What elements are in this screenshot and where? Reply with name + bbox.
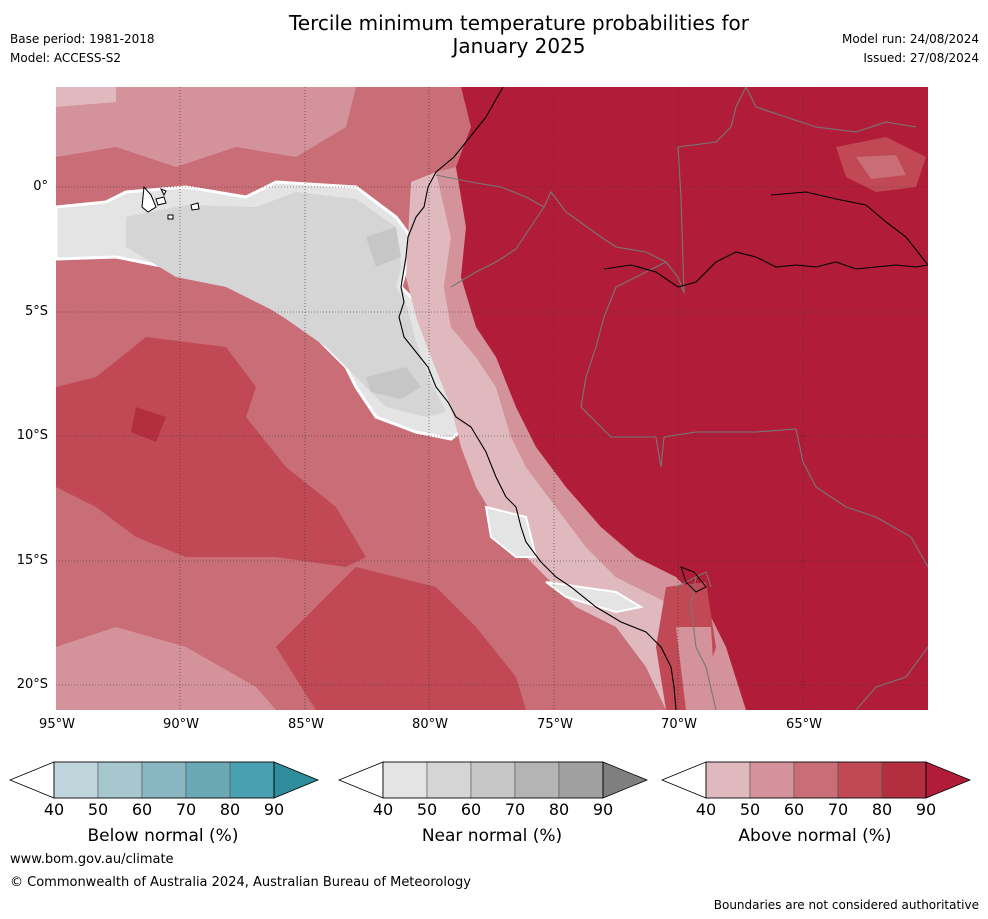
colorbar-tick-label: 40 [43, 800, 65, 819]
lon-tick-80w: 80°W [412, 717, 448, 732]
colorbar-tick-label: 60 [460, 800, 482, 819]
colorbar-arrow-high [273, 761, 320, 799]
southwest-ocean-edge [56, 337, 146, 387]
near-normal-spot-2 [366, 227, 401, 267]
southwest-ocean-band [56, 337, 366, 567]
land-lower-prob-core [856, 155, 906, 179]
colorbar-segment [749, 761, 795, 799]
graticule [56, 87, 928, 710]
copyright-text: © Commonwealth of Australia 2024, Austra… [10, 875, 471, 890]
colorbar-tick-label: 60 [783, 800, 805, 819]
lake-titicaca [680, 566, 707, 593]
country-borders [435, 87, 928, 710]
model-run-date: Model run: 24/08/2024 [841, 32, 979, 46]
near-normal-core [126, 192, 446, 417]
disclaimer-text: Boundaries are not considered authoritat… [713, 898, 979, 912]
website-link[interactable]: www.bom.gov.au/climate [10, 852, 174, 867]
base-period: Base period: 1981-2018 [10, 32, 155, 46]
coastline [398, 87, 677, 710]
colorbar-segment [97, 761, 143, 799]
colorbar-outline [705, 761, 927, 799]
colorbar-tick-label: 90 [263, 800, 285, 819]
galapagos-islands [141, 185, 200, 220]
colorbar-segment [426, 761, 472, 799]
probability-map [56, 87, 928, 710]
colorbar-tick-label: 50 [87, 800, 109, 819]
lon-tick-65w: 65°W [786, 717, 822, 732]
colorbar-tick-label: 90 [592, 800, 614, 819]
title-line-2: January 2025 [452, 34, 586, 58]
colorbar-segment [141, 761, 187, 799]
colorbar-outline [53, 761, 275, 799]
colorbar-segment [793, 761, 839, 799]
colorbar-below-label: Below normal (%) [87, 826, 239, 846]
lon-tick-70w: 70°W [661, 717, 697, 732]
land-above-normal [456, 87, 928, 710]
colorbar-segment [53, 761, 99, 799]
colorbar-tick-label: 40 [372, 800, 394, 819]
colorbar-above [660, 761, 972, 799]
lat-tick-5s: 5°S [24, 304, 48, 319]
colorbar-near [337, 761, 649, 799]
colorbar-segment [837, 761, 883, 799]
colorbar-segment [514, 761, 560, 799]
lat-tick-20s: 20°S [16, 677, 48, 692]
colorbar-tick-label: 50 [416, 800, 438, 819]
colorbar-segment [382, 761, 428, 799]
issued-date: Issued: 27/08/2024 [863, 51, 979, 65]
colorbar-tick-label: 90 [915, 800, 937, 819]
colorbar-segment [881, 761, 927, 799]
colorbar-tick-label: 70 [827, 800, 849, 819]
colorbars [8, 761, 972, 799]
lon-tick-95w: 95°W [39, 717, 75, 732]
colorbar-segment [470, 761, 516, 799]
colorbar-arrow-low [660, 761, 707, 799]
lat-tick-15s: 15°S [16, 553, 48, 568]
colorbar-tick-label: 70 [175, 800, 197, 819]
near-normal-coastal-patch-2 [545, 581, 644, 614]
colorbar-arrow-low [8, 761, 55, 799]
colorbar-tick-label: 70 [504, 800, 526, 819]
colorbar-outline [382, 761, 604, 799]
near-normal-coastal-patch [484, 505, 538, 558]
colorbar-arrow-low [337, 761, 384, 799]
lon-tick-90w: 90°W [163, 717, 199, 732]
colorbar-segment [185, 761, 231, 799]
map-title: Tercile minimum temperature probabilitie… [0, 12, 988, 58]
coastal-mid-band [436, 167, 746, 710]
colorbar-tick-label: 80 [871, 800, 893, 819]
colorbar-tick-label: 40 [695, 800, 717, 819]
andes-light [676, 627, 716, 710]
lon-tick-85w: 85°W [288, 717, 324, 732]
lat-tick-10s: 10°S [16, 428, 48, 443]
colorbar-arrow-high [602, 761, 649, 799]
south-ocean-light [56, 627, 276, 710]
lat-tick-0: 0° [33, 179, 48, 194]
colorbar-tick-label: 60 [131, 800, 153, 819]
title-line-1: Tercile minimum temperature probabilitie… [288, 11, 750, 35]
colorbar-segment [229, 761, 275, 799]
model-name: Model: ACCESS-S2 [10, 51, 122, 65]
colorbar-arrow-high [925, 761, 972, 799]
colorbar-tick-label: 80 [548, 800, 570, 819]
north-ocean-light [56, 87, 116, 107]
amazon-river [603, 191, 928, 288]
colorbar-segment [705, 761, 751, 799]
lon-tick-75w: 75°W [537, 717, 573, 732]
colorbar-above-label: Above normal (%) [738, 826, 892, 846]
colorbar-tick-label: 50 [739, 800, 761, 819]
near-normal-spot [366, 367, 421, 399]
ocean-spot [131, 407, 166, 442]
south-coastal-band [276, 567, 526, 710]
colorbar-segment [558, 761, 604, 799]
colorbar-tick-label: 80 [219, 800, 241, 819]
colorbar-below [8, 761, 320, 799]
colorbar-near-label: Near normal (%) [421, 826, 563, 846]
north-ocean-band [56, 87, 356, 167]
